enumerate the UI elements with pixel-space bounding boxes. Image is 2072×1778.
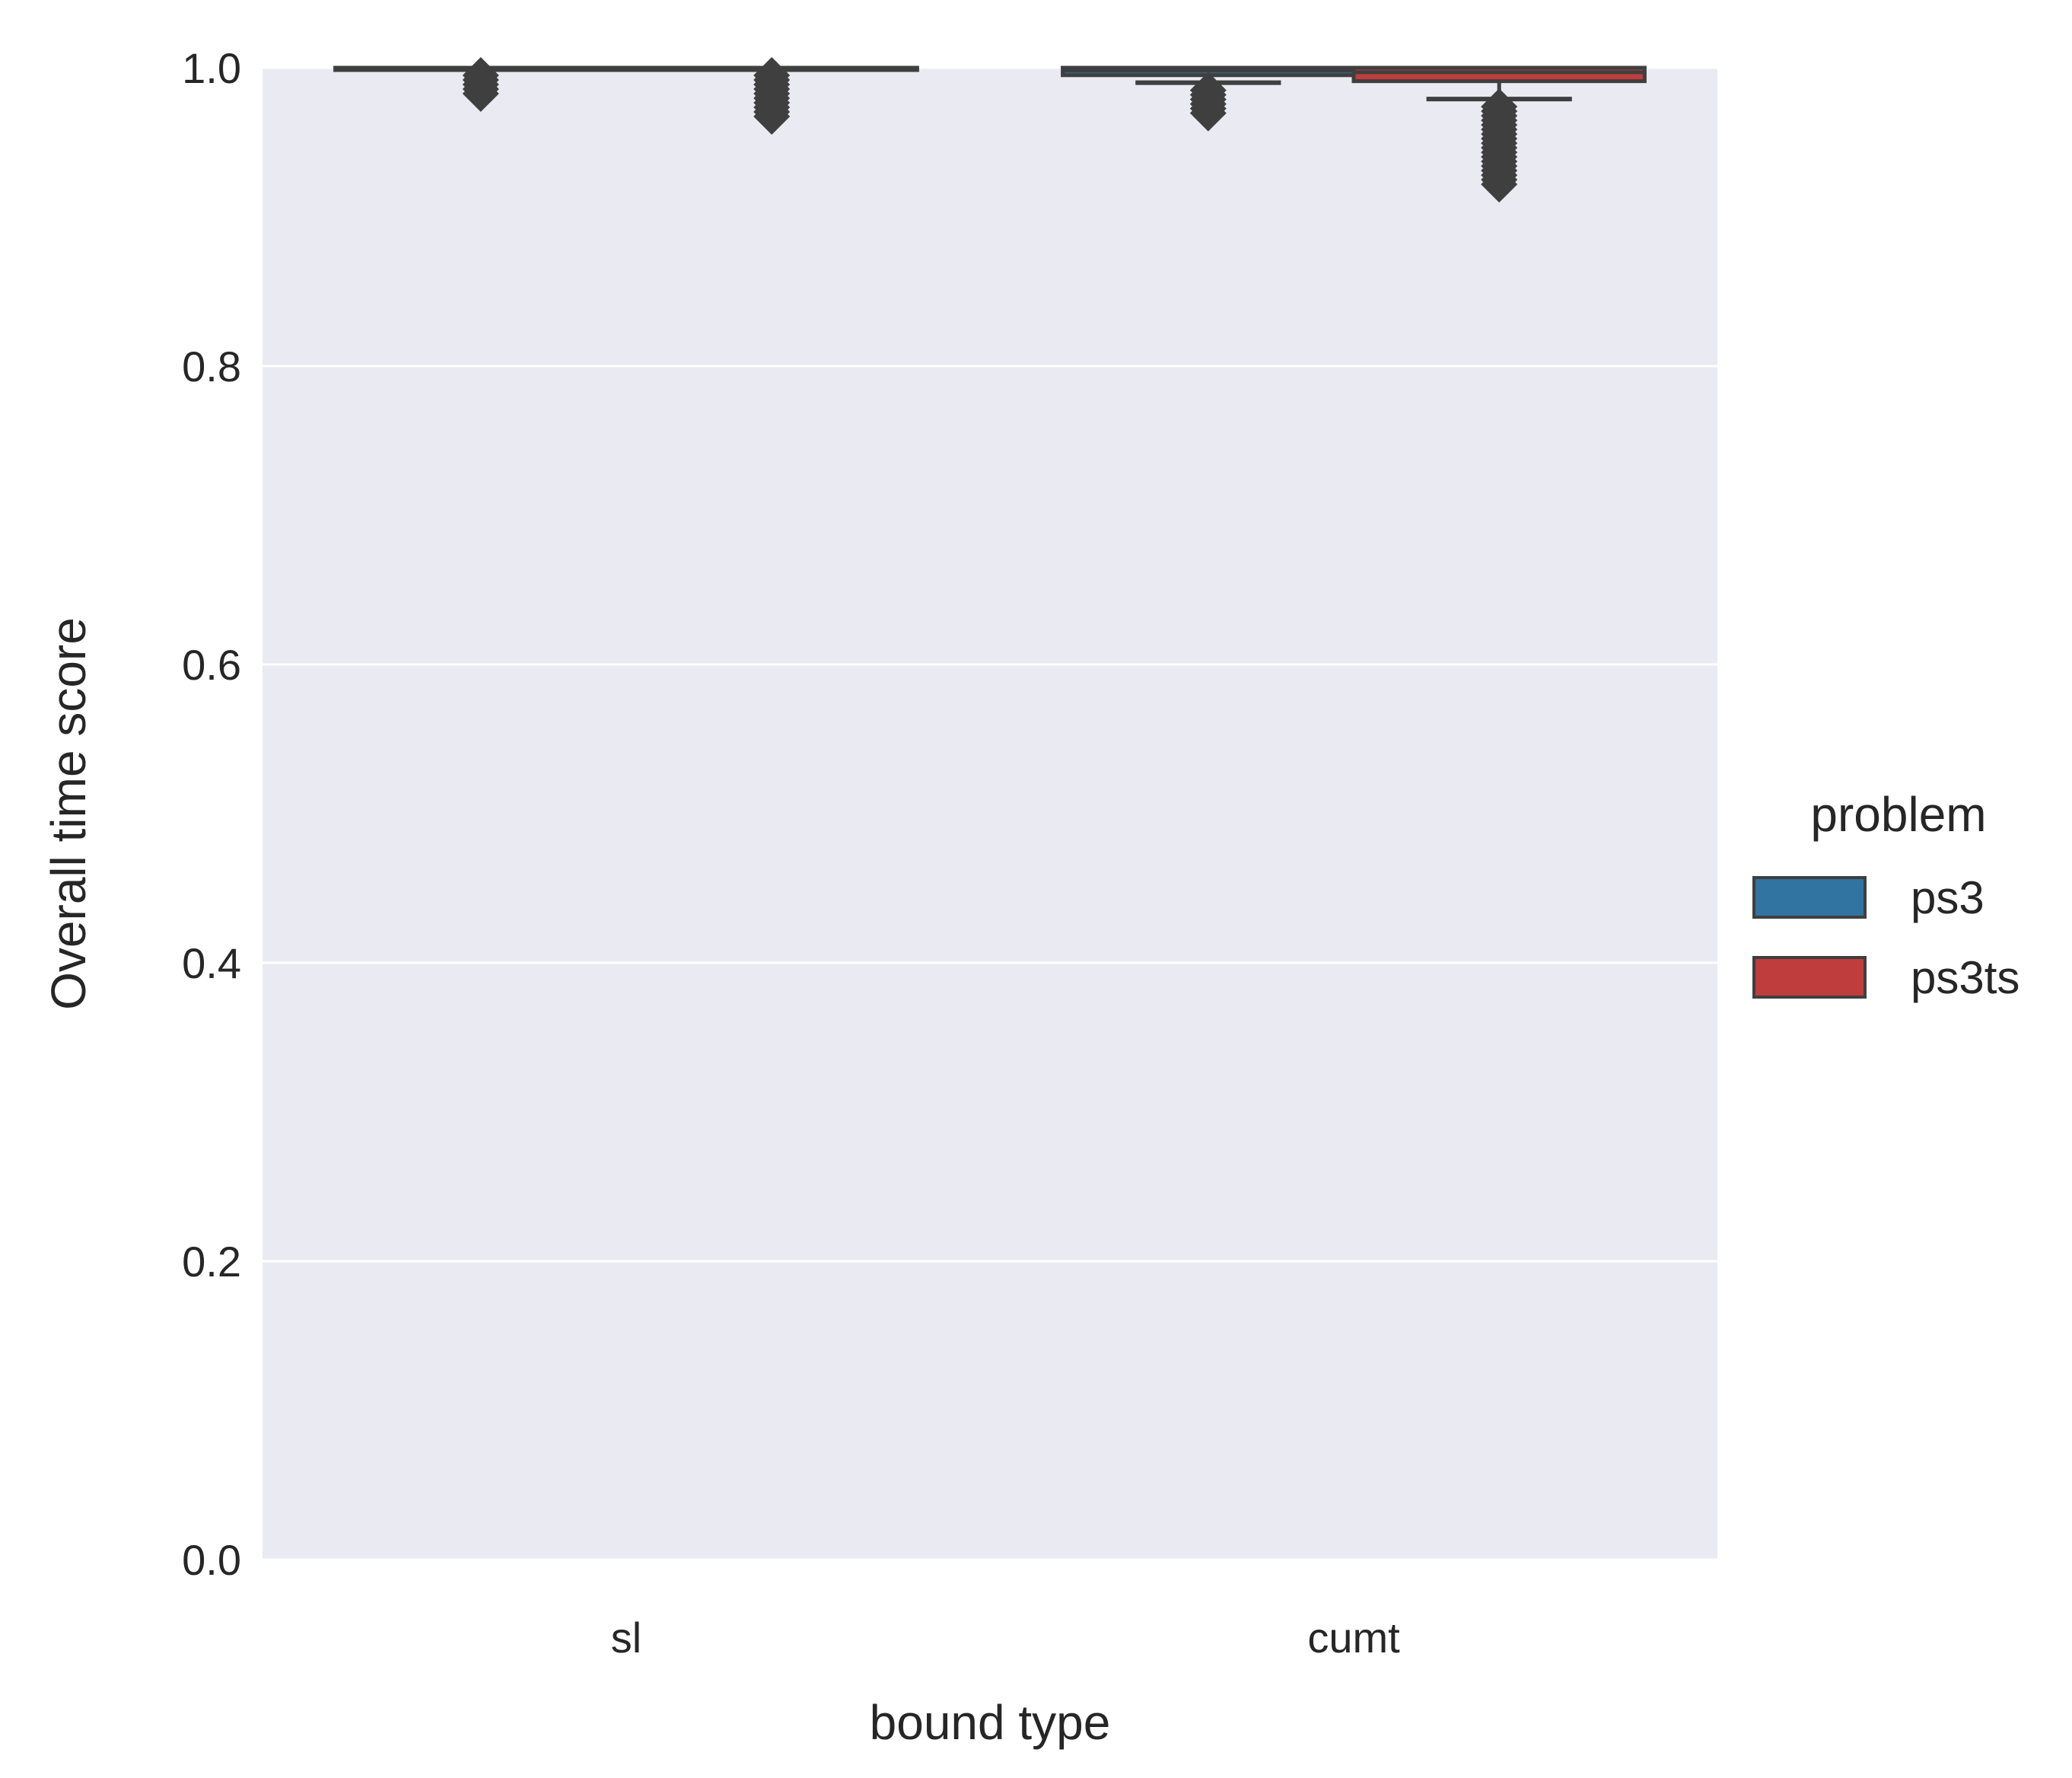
outliers-ps3ts-cumt [1481,88,1518,203]
outlier-point [1189,94,1227,132]
legend: problem ps3 ps3ts [1752,787,2019,1003]
x-tick-label: cumt [1307,1614,1400,1662]
y-tick-label: 1.0 [182,44,241,92]
outliers-ps3-cumt [1189,72,1227,132]
x-tick-labels: sl cumt [611,1614,1400,1662]
y-tick-labels: 0.0 0.2 0.4 0.6 0.8 1.0 [182,44,241,1584]
outlier-point [753,98,791,135]
y-tick-label: 0.4 [182,939,241,987]
plot-background [263,68,1717,1560]
legend-swatch-ps3 [1752,876,1867,919]
outlier-point [1481,166,1518,203]
outliers-ps3ts-sl [753,57,791,135]
boxes [333,57,1647,203]
legend-title: problem [1810,787,1986,842]
y-tick-label: 0.2 [182,1238,241,1286]
outliers-ps3-sl [462,57,499,112]
x-tick-label: sl [611,1614,641,1662]
legend-label-ps3: ps3 [1911,872,1984,923]
legend-swatch-ps3ts [1752,956,1867,999]
box-ps3ts-cumt [1351,65,1647,84]
y-axis-label: Overall time score [41,617,96,1010]
legend-label-ps3ts: ps3ts [1911,952,2019,1003]
y-tick-label: 0.0 [182,1536,241,1584]
outlier-point [462,75,499,112]
y-tick-label: 0.8 [182,343,241,390]
x-axis-label: bound type [870,1695,1111,1750]
y-tick-label: 0.6 [182,641,241,689]
